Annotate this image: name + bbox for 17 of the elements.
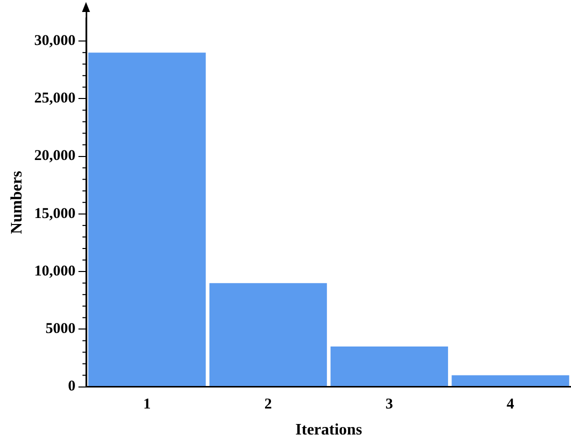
y-tick-label: 5000 [45, 321, 76, 338]
y-tick-label: 0 [68, 378, 76, 395]
y-tick-label: 15,000 [34, 206, 76, 222]
y-tick-label: 10,000 [34, 263, 76, 280]
x-tick-label: 3 [386, 396, 394, 413]
y-tick-label: 30,000 [34, 32, 76, 49]
y-tick-label: 20,000 [34, 148, 76, 164]
x-tick-label: 1 [143, 396, 151, 413]
x-tick-label: 2 [264, 396, 272, 413]
bar [88, 52, 206, 386]
x-axis-title: Iterations [295, 422, 362, 439]
bar [452, 375, 570, 386]
y-axis-title: Numbers [8, 170, 26, 234]
y-tick-label: 25,000 [34, 90, 76, 107]
x-tick-label: 4 [506, 396, 515, 413]
bar [330, 346, 448, 386]
bar [209, 283, 327, 386]
